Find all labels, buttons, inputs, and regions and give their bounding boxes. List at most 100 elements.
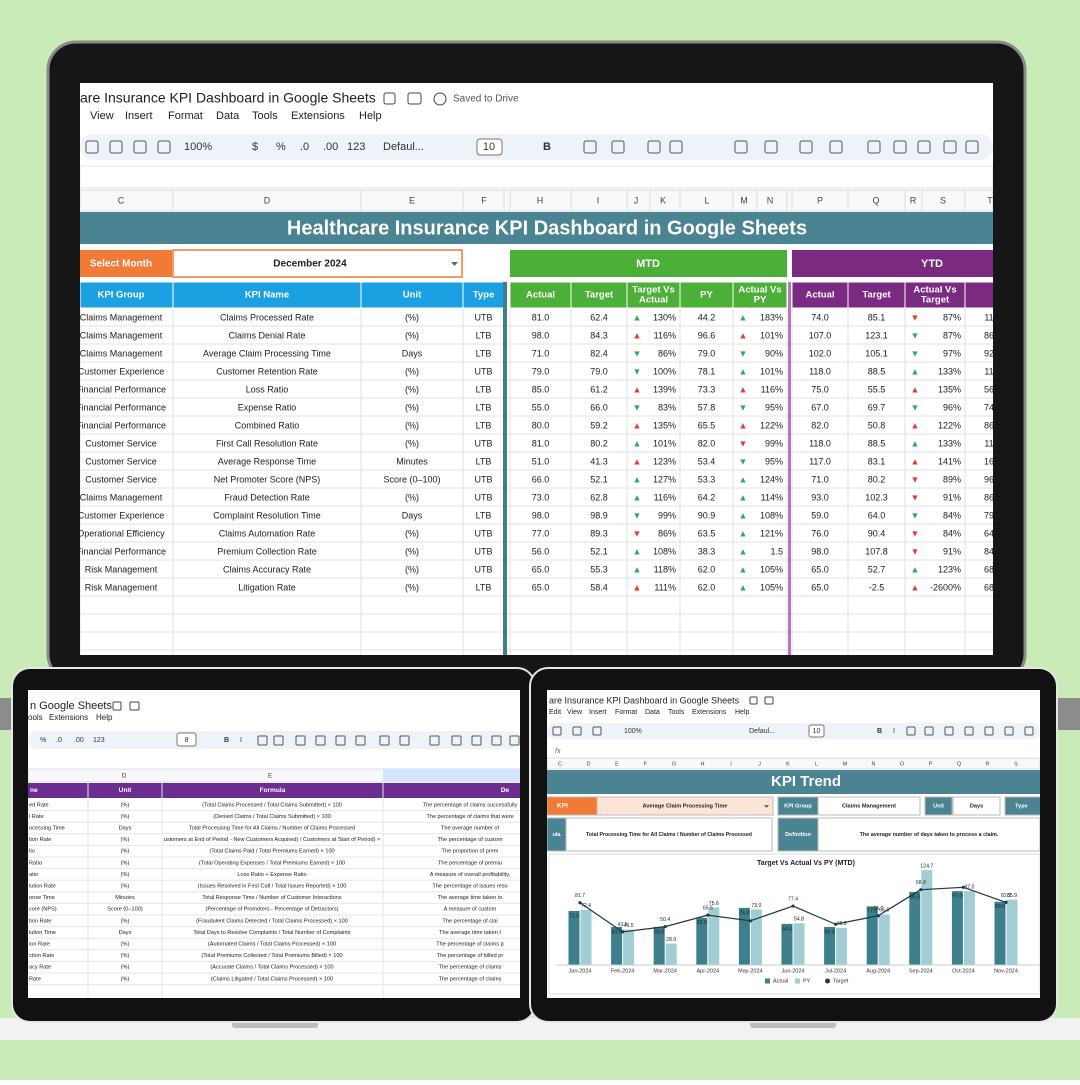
tool-icon[interactable] xyxy=(984,726,994,736)
tool-icon[interactable] xyxy=(1004,726,1014,736)
view-icon[interactable] xyxy=(965,140,979,154)
move-icon[interactable] xyxy=(407,92,422,105)
italic-icon[interactable] xyxy=(583,140,597,154)
valign-icon[interactable] xyxy=(764,140,778,154)
cloud-icon[interactable] xyxy=(433,92,447,106)
tool-icon[interactable] xyxy=(315,735,326,746)
tool-icon[interactable] xyxy=(592,726,602,736)
number-format[interactable]: 123 xyxy=(347,141,365,153)
menu-item[interactable]: Help xyxy=(96,713,113,722)
bold[interactable]: B xyxy=(224,737,229,744)
font[interactable]: Defaul... xyxy=(383,141,424,153)
borders-icon[interactable] xyxy=(669,140,683,154)
decrease-decimal[interactable]: .0 xyxy=(56,737,62,744)
percent[interactable]: % xyxy=(40,737,46,744)
menu-item[interactable]: Extensions xyxy=(291,110,345,122)
strike-icon[interactable] xyxy=(611,140,625,154)
font-size[interactable]: 8 xyxy=(185,737,189,744)
align-icon[interactable] xyxy=(734,140,748,154)
menu-item[interactable]: Insert xyxy=(589,709,607,716)
menu-item[interactable]: View xyxy=(90,110,114,122)
menu-item[interactable]: Tools xyxy=(252,110,278,122)
tool-icon[interactable] xyxy=(257,735,268,746)
bar xyxy=(580,909,592,965)
tool-icon[interactable] xyxy=(964,726,974,736)
kpi-dropdown-cell[interactable] xyxy=(596,796,774,816)
currency[interactable]: $ xyxy=(252,141,258,153)
menu-item[interactable]: Help xyxy=(359,110,382,122)
rotate-icon[interactable] xyxy=(829,140,843,154)
paint-icon[interactable] xyxy=(157,140,171,154)
tool-icon[interactable] xyxy=(572,726,582,736)
menu-item[interactable]: Format xyxy=(615,709,637,716)
dropdown-arrow[interactable] xyxy=(764,805,769,808)
font-size[interactable]: 10 xyxy=(813,728,821,735)
tool-icon[interactable] xyxy=(471,735,482,746)
undo-icon[interactable] xyxy=(85,140,99,154)
menu-item[interactable]: View xyxy=(567,709,583,716)
font[interactable]: Defaul... xyxy=(749,728,775,735)
tool-icon[interactable] xyxy=(451,735,462,746)
fill-color-icon[interactable] xyxy=(647,140,661,154)
bold[interactable]: B xyxy=(877,728,882,735)
menu-item[interactable]: Format xyxy=(168,110,203,122)
menu-item[interactable]: ools xyxy=(28,713,43,722)
menu-item[interactable]: Help xyxy=(735,709,750,716)
tool-icon[interactable] xyxy=(355,735,366,746)
menu-item[interactable]: Data xyxy=(645,709,660,716)
menu-item[interactable]: Tools xyxy=(668,709,685,716)
data-label: 48.8 xyxy=(837,921,847,927)
column-header: KPI Name xyxy=(245,290,289,301)
chart-icon[interactable] xyxy=(917,140,931,154)
unit: (%) xyxy=(405,402,419,412)
tool-icon[interactable] xyxy=(1024,726,1034,736)
font-size[interactable]: 10 xyxy=(483,141,495,153)
tool-icon[interactable] xyxy=(273,735,284,746)
tool-icon[interactable] xyxy=(906,726,916,736)
star-icon[interactable] xyxy=(383,92,396,105)
move-icon[interactable] xyxy=(129,701,140,711)
tool-icon[interactable] xyxy=(552,726,562,736)
comment-icon[interactable] xyxy=(893,140,907,154)
link-icon[interactable] xyxy=(867,140,881,154)
menu-item[interactable]: Data xyxy=(216,110,240,122)
menu-item[interactable]: Insert xyxy=(125,110,153,122)
tool-icon[interactable] xyxy=(295,735,306,746)
menu-item[interactable]: Extensions xyxy=(692,709,727,716)
tool-icon[interactable] xyxy=(379,735,390,746)
print-icon[interactable] xyxy=(133,140,147,154)
tool-icon[interactable] xyxy=(509,735,520,746)
tool-icon[interactable] xyxy=(335,735,346,746)
column-letter: E xyxy=(268,773,273,780)
italic[interactable]: I xyxy=(240,737,242,744)
tool-icon[interactable] xyxy=(924,726,934,736)
tool-icon[interactable] xyxy=(944,726,954,736)
tool-icon[interactable] xyxy=(399,735,410,746)
decrease-decimal[interactable]: .0 xyxy=(300,141,309,153)
filter-icon[interactable] xyxy=(943,140,957,154)
selected-month[interactable]: December 2024 xyxy=(273,259,347,270)
month-dropdown[interactable] xyxy=(172,249,463,278)
tool-icon[interactable] xyxy=(429,735,440,746)
tool-icon[interactable] xyxy=(491,735,502,746)
increase-decimal[interactable]: .00 xyxy=(323,141,338,153)
star-icon[interactable] xyxy=(749,696,758,705)
font-size-box[interactable] xyxy=(808,724,825,738)
italic[interactable]: I xyxy=(893,728,895,735)
percent[interactable]: % xyxy=(276,141,286,153)
increase-decimal[interactable]: .00 xyxy=(74,737,84,744)
number-format[interactable]: 123 xyxy=(93,737,105,744)
move-icon[interactable] xyxy=(764,696,774,705)
redo-icon[interactable] xyxy=(109,140,123,154)
kpi-dropdown[interactable]: Average Claim Processing Time xyxy=(643,803,728,809)
menu-item[interactable]: Edit xyxy=(549,709,561,716)
menu-item[interactable]: Extensions xyxy=(49,713,88,722)
wrap-icon[interactable] xyxy=(799,140,813,154)
font-size-box[interactable] xyxy=(176,732,197,747)
font-size-box[interactable] xyxy=(476,138,503,156)
star-icon[interactable] xyxy=(112,701,122,711)
zoom[interactable]: 100% xyxy=(624,728,642,735)
dropdown-arrow[interactable] xyxy=(451,262,458,266)
bold[interactable]: B xyxy=(543,141,551,153)
zoom[interactable]: 100% xyxy=(184,141,212,153)
